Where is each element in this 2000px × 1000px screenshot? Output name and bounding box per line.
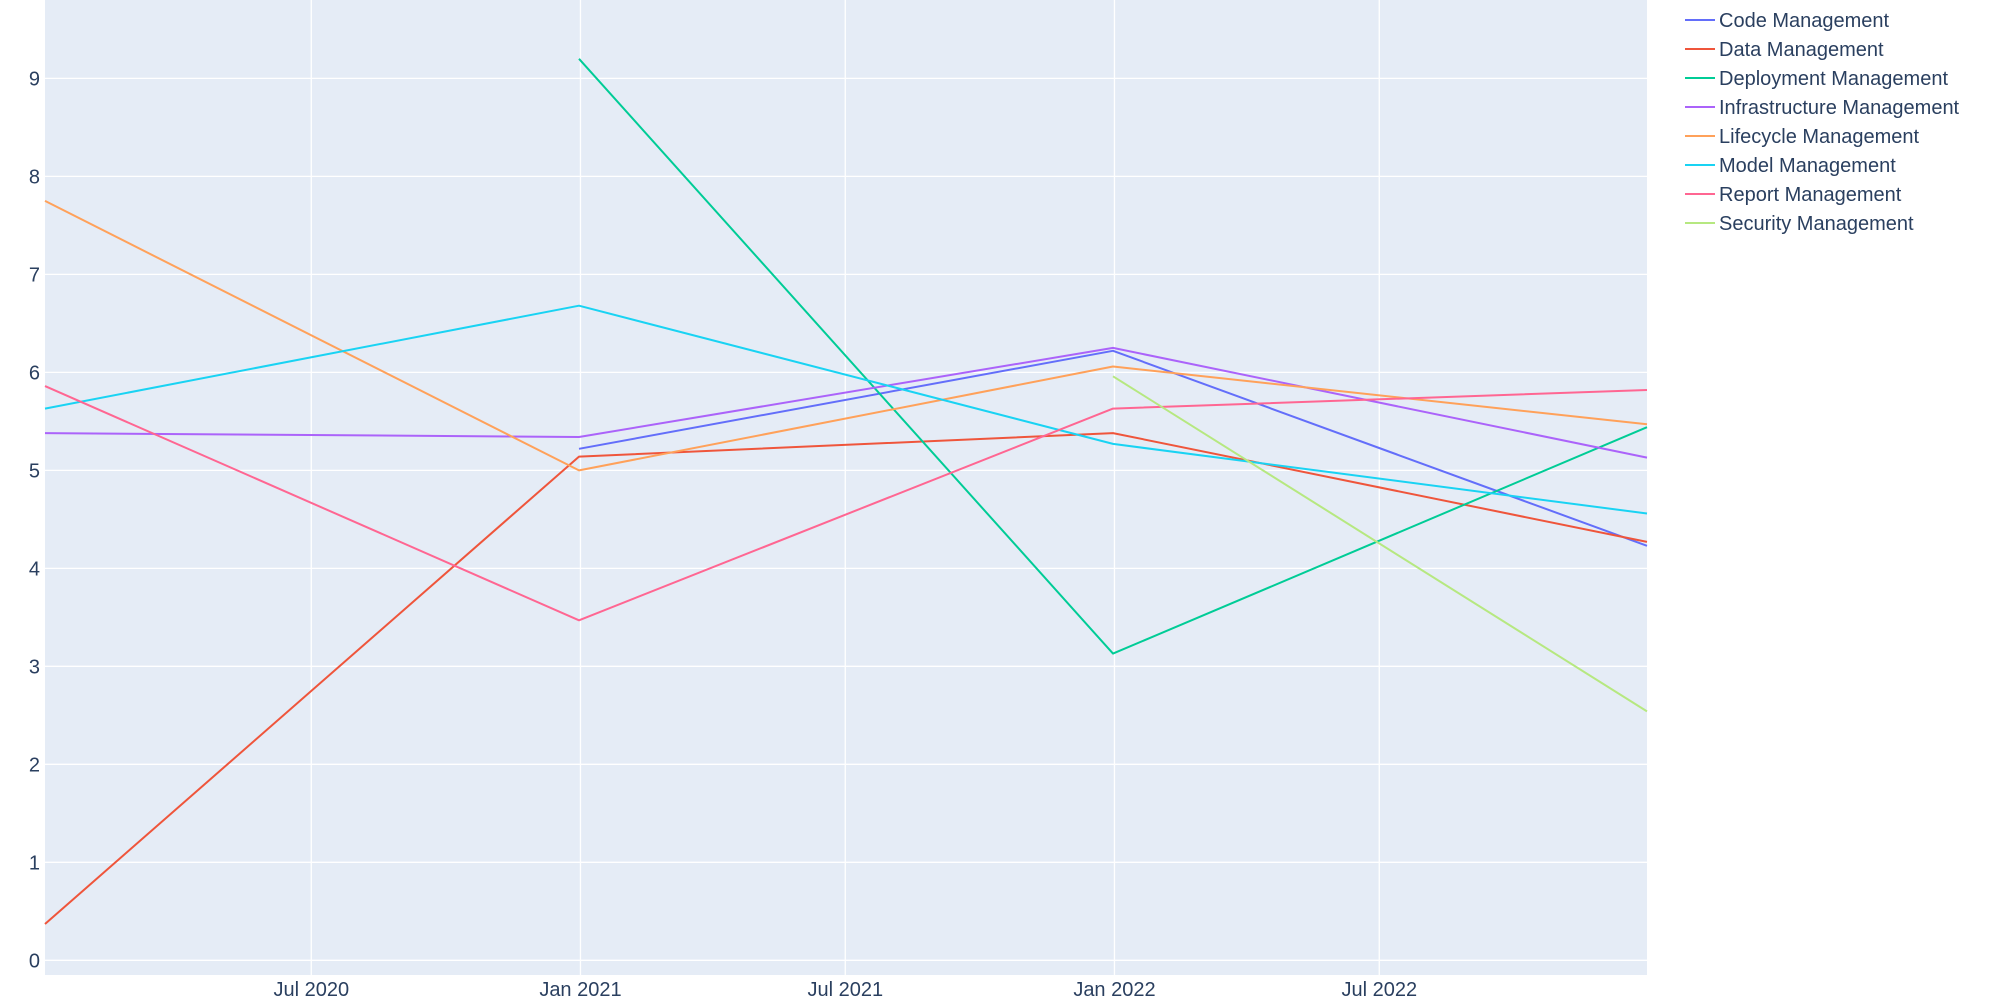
y-tick-label: 9 — [29, 68, 40, 90]
series-line-data-management — [44, 432, 1648, 925]
y-tick-label: 5 — [29, 460, 40, 482]
legend-item-lifecycle-management[interactable]: Lifecycle Management — [1685, 126, 1920, 148]
y-tick-label: 8 — [29, 166, 40, 188]
legend-label: Code Management — [1719, 10, 1890, 32]
legend-item-report-management[interactable]: Report Management — [1685, 184, 1902, 206]
y-tick-label: 3 — [29, 656, 40, 678]
series-line-deployment-management — [578, 58, 1648, 655]
legend[interactable]: Code Management Data Management Deployment… — [1685, 10, 1960, 235]
y-tick-label: 6 — [29, 362, 40, 384]
x-axis: Jul 2020 Jan 2021 Jul 2021 Jan 2022 Jul 2022 — [273, 979, 1417, 1000]
legend-label: Infrastructure Management — [1719, 97, 1960, 119]
legend-label: Security Management — [1719, 213, 1914, 235]
x-tick-label: Jul 2020 — [273, 979, 349, 1000]
series-line-report-management — [44, 385, 1648, 622]
y-axis: 0 1 2 3 4 5 6 7 8 9 — [29, 68, 40, 972]
legend-item-data-management[interactable]: Data Management — [1685, 39, 1884, 61]
legend-item-infrastructure-management[interactable]: Infrastructure Management — [1685, 97, 1960, 119]
legend-item-code-management[interactable]: Code Management — [1685, 10, 1890, 32]
legend-item-model-management[interactable]: Model Management — [1685, 155, 1896, 177]
series-line-infrastructure-management — [44, 346, 1648, 459]
y-tick-label: 1 — [29, 852, 40, 874]
x-tick-label: Jul 2021 — [807, 979, 883, 1000]
legend-label: Data Management — [1719, 39, 1884, 61]
gridlines — [45, 0, 1647, 975]
series-line-security-management — [1112, 375, 1648, 713]
x-tick-label: Jan 2021 — [539, 979, 621, 1000]
y-tick-label: 0 — [29, 950, 40, 972]
legend-label: Report Management — [1719, 184, 1902, 206]
legend-label: Model Management — [1719, 155, 1896, 177]
x-tick-label: Jul 2022 — [1341, 979, 1417, 1000]
legend-item-deployment-management[interactable]: Deployment Management — [1685, 68, 1948, 90]
series-line-lifecycle-management — [44, 200, 1648, 472]
y-tick-label: 7 — [29, 264, 40, 286]
series-lines — [44, 58, 1648, 925]
series-line-code-management — [578, 349, 1648, 547]
legend-label: Deployment Management — [1719, 68, 1948, 90]
y-tick-label: 2 — [29, 754, 40, 776]
legend-label: Lifecycle Management — [1719, 126, 1920, 148]
legend-item-security-management[interactable]: Security Management — [1685, 213, 1914, 235]
x-tick-label: Jan 2022 — [1073, 979, 1155, 1000]
series-line-model-management — [44, 304, 1648, 515]
plot-background — [45, 0, 1647, 975]
y-tick-label: 4 — [29, 558, 40, 580]
